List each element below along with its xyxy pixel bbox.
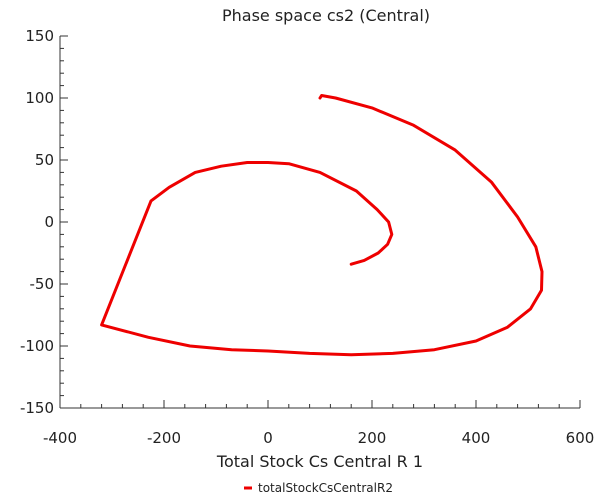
y-axis: 150 100 50 0 -50 -100 -150 xyxy=(20,27,68,417)
x-tick-label: 0 xyxy=(263,429,273,447)
y-tick-label: 150 xyxy=(25,27,54,45)
legend-label: totalStockCsCentralR2 xyxy=(258,481,393,495)
chart-title: Phase space cs2 (Central) xyxy=(222,6,430,25)
legend: totalStockCsCentralR2 xyxy=(244,481,393,495)
series-line-totalStockCsCentralR2 xyxy=(100,94,544,357)
x-axis: -400 -200 0 200 400 600 xyxy=(43,400,594,447)
y-tick-label: 50 xyxy=(35,151,54,169)
plot-area xyxy=(100,94,544,357)
x-tick-label: 600 xyxy=(566,429,595,447)
x-tick-label: -200 xyxy=(147,429,181,447)
x-tick-label: 200 xyxy=(358,429,387,447)
y-tick-label: 100 xyxy=(25,89,54,107)
x-tick-label: 400 xyxy=(462,429,491,447)
y-tick-label: -50 xyxy=(30,275,55,293)
y-tick-label: -100 xyxy=(20,337,54,355)
x-tick-label: -400 xyxy=(43,429,77,447)
y-tick-label: 0 xyxy=(44,213,54,231)
x-axis-label: Total Stock Cs Central R 1 xyxy=(216,452,423,471)
y-tick-label: -150 xyxy=(20,399,54,417)
